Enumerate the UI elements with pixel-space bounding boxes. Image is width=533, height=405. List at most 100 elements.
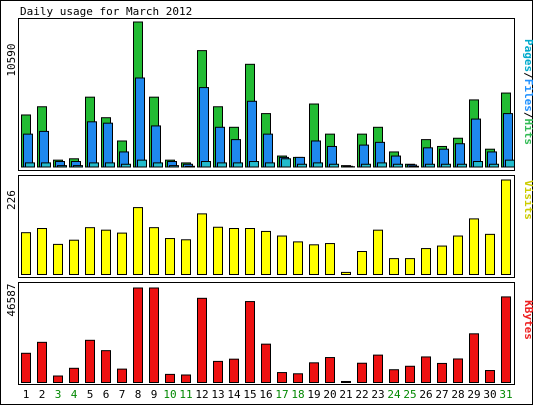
files-bar — [199, 87, 209, 168]
x-tick-label: 16 — [259, 388, 272, 401]
visits-bar — [117, 232, 127, 276]
files-bar — [503, 113, 513, 168]
legend-visits: Visits — [522, 180, 533, 220]
x-tick-label: 14 — [227, 388, 241, 401]
visits-bar — [501, 179, 511, 275]
pages-bar — [281, 158, 291, 168]
visits-bar — [405, 258, 415, 276]
x-tick-label: 12 — [195, 388, 208, 401]
visits-bar — [325, 243, 335, 276]
visits-bar — [229, 228, 239, 275]
x-tick-label: 17 — [275, 388, 288, 401]
x-tick-label: 8 — [135, 388, 142, 401]
kbytes-bar — [373, 354, 383, 384]
visits-axis-max-label: 226 — [5, 190, 18, 210]
pages-bar — [489, 163, 499, 168]
files-bar — [215, 126, 225, 168]
kbytes-bar — [197, 297, 207, 383]
x-tick-label: 6 — [103, 388, 110, 401]
visits-bar — [309, 244, 319, 276]
kbytes-bar — [501, 296, 511, 383]
visits-bar — [373, 229, 383, 275]
visits-bar — [277, 235, 287, 275]
visits-bars — [21, 179, 511, 276]
visits-bar — [149, 227, 159, 275]
legend-sep-2: / — [522, 112, 533, 119]
kbytes-bar — [341, 380, 351, 384]
pages-bar — [217, 162, 227, 168]
visits-bar — [245, 228, 255, 275]
visits-bar — [69, 239, 79, 275]
pages-bar — [201, 161, 211, 168]
pages-bar — [265, 162, 275, 168]
visits-bar — [37, 228, 47, 275]
kbytes-bar — [53, 375, 63, 383]
visits-bar — [101, 229, 111, 275]
usage-axis-max-label: 10590 — [5, 43, 18, 76]
files-bar — [103, 122, 113, 168]
legend-hits: Hits — [522, 119, 533, 146]
usage-bars — [21, 21, 515, 168]
pages-bar — [393, 163, 403, 168]
visits-bar — [213, 226, 223, 275]
files-bar — [23, 133, 33, 168]
kbytes-bar — [357, 362, 367, 384]
x-tick-label: 9 — [151, 388, 158, 401]
pages-bar — [121, 163, 131, 168]
files-bar — [263, 133, 273, 168]
pages-bar — [185, 165, 195, 168]
pages-bar — [361, 163, 371, 168]
usage-legend: Pages/Files/Hits — [522, 39, 533, 145]
visits-bar — [53, 243, 63, 275]
kbytes-bar — [309, 362, 319, 384]
x-tick-label: 29 — [467, 388, 480, 401]
x-tick-label: 26 — [419, 388, 432, 401]
pages-bar — [169, 165, 179, 168]
x-tick-label: 19 — [307, 388, 320, 401]
pages-bar — [505, 159, 515, 168]
pages-bar — [137, 159, 147, 168]
pages-bar — [377, 162, 387, 168]
visits-bar — [341, 271, 351, 276]
x-tick-label: 5 — [87, 388, 94, 401]
kbytes-bar — [437, 362, 447, 383]
visits-bar — [453, 235, 463, 275]
files-bar — [359, 144, 369, 168]
files-bar — [455, 143, 465, 168]
pages-bar — [105, 162, 115, 168]
kbytes-bar — [485, 370, 495, 384]
legend-sep-1: / — [522, 72, 533, 79]
files-bar — [135, 77, 145, 168]
pages-bar — [249, 161, 259, 168]
x-tick-label: 1 — [23, 388, 30, 401]
pages-bar — [329, 163, 339, 168]
files-bar — [151, 125, 161, 168]
files-bar — [471, 118, 481, 168]
visits-bar — [437, 245, 447, 276]
x-tick-label: 31 — [499, 388, 512, 401]
visits-bar — [165, 238, 175, 276]
pages-bar — [233, 162, 243, 168]
legend-pages: Pages — [522, 39, 533, 72]
x-tick-label: 25 — [403, 388, 416, 401]
x-tick-label: 27 — [435, 388, 448, 401]
kbytes-bar — [69, 367, 79, 383]
kbytes-bar — [85, 339, 95, 384]
visits-bar — [421, 248, 431, 276]
files-bar — [39, 130, 49, 168]
pages-bar — [409, 165, 419, 168]
kbytes-bar — [37, 341, 47, 383]
pages-bar — [457, 163, 467, 168]
pages-bar — [297, 163, 307, 168]
kbytes-bar — [421, 356, 431, 384]
kbytes-bar — [325, 357, 335, 383]
x-tick-label: 15 — [243, 388, 256, 401]
pages-bar — [73, 165, 83, 168]
x-tick-label: 4 — [71, 388, 78, 401]
visits-bar — [21, 232, 31, 275]
legend-files: Files — [522, 79, 533, 112]
x-tick-label: 24 — [387, 388, 401, 401]
kbytes-bar — [149, 287, 159, 383]
files-bar — [87, 121, 97, 168]
